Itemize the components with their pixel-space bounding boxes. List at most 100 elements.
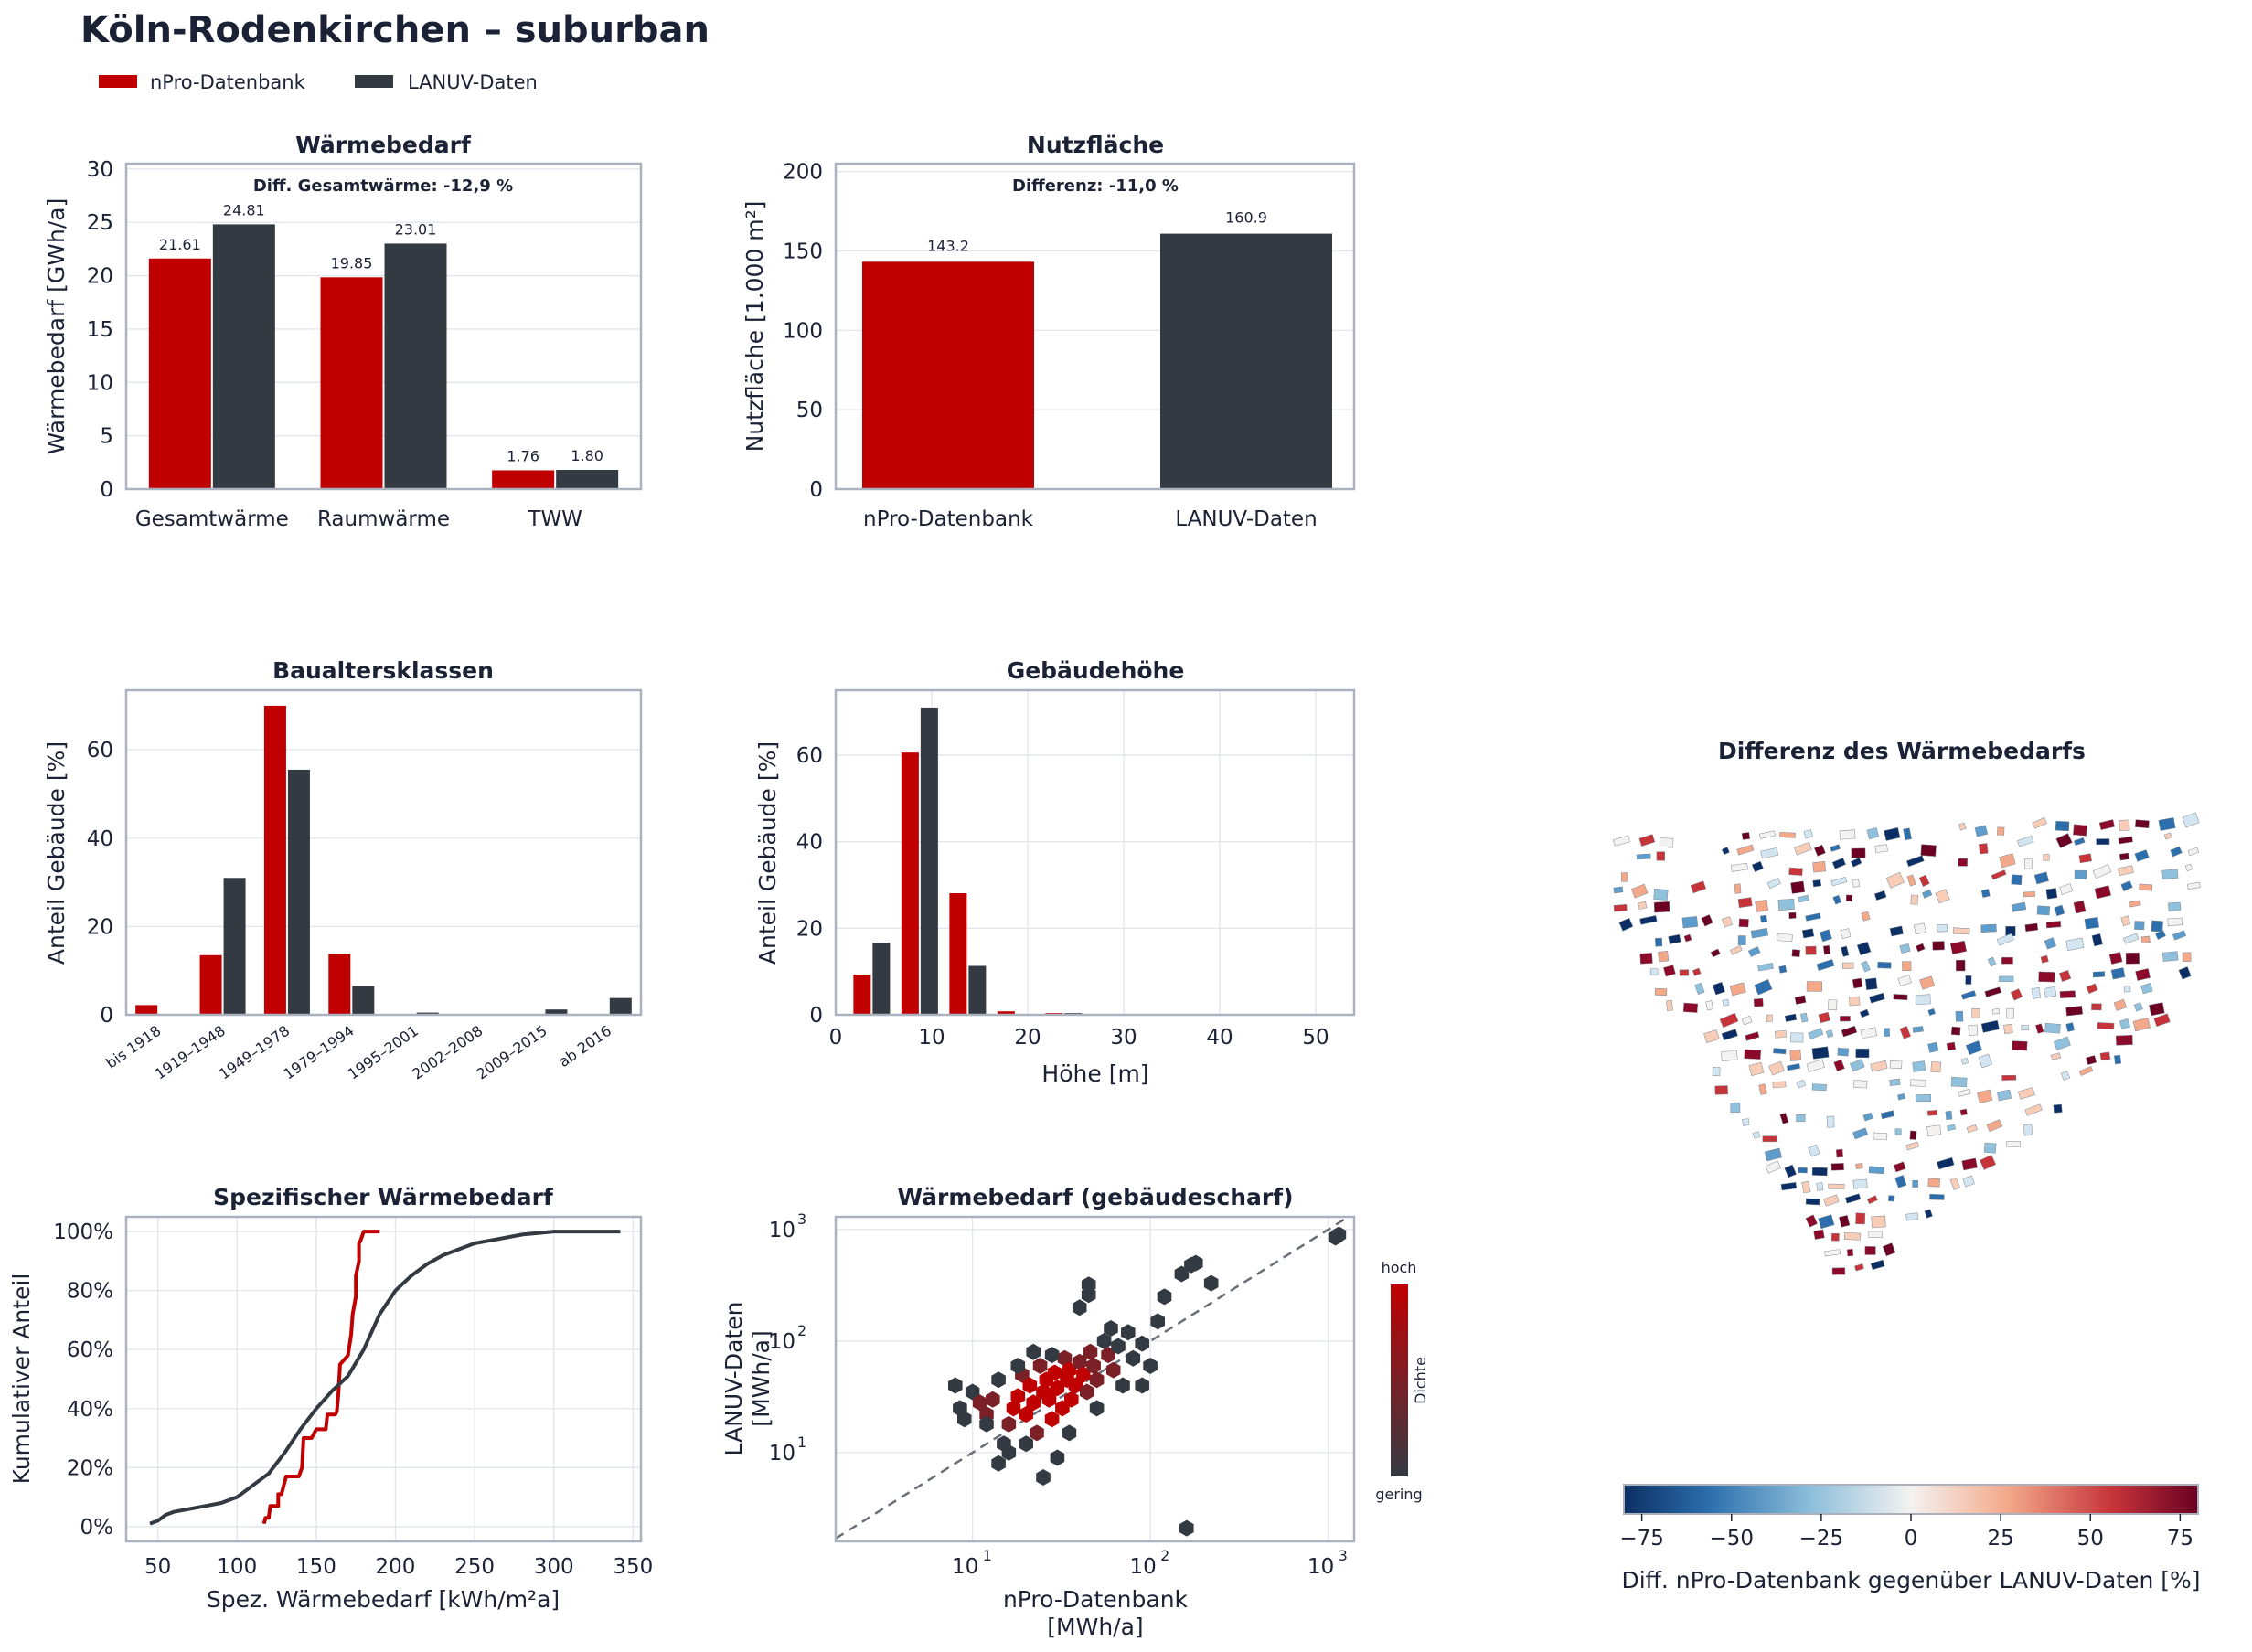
building [1918,874,1930,887]
panel-waermebedarf: Wärmebedarf Wärmebedarf [GWh/a] Diff. Ge… [43,132,643,531]
building [1852,879,1861,888]
x-tick-label: 10 [918,1026,945,1050]
frame-waermebedarf [124,162,643,491]
x-tick-label: TWW [527,507,582,531]
ylabel-nutzflaeche: Nutzfläche [1.000 m²] [742,201,768,453]
line-npro [261,1230,380,1525]
building [1824,1249,1841,1257]
building [1868,1231,1883,1238]
colorbar-tick-label: −75 [1619,1527,1664,1551]
data-label: 1.80 [571,447,603,464]
density-colorbar [1391,1284,1408,1476]
y-tick-label: 10 [87,371,113,395]
building [1639,915,1658,925]
building [2122,933,2140,944]
hexbin [1101,1347,1115,1364]
bar-npro [263,705,286,1015]
building [1999,975,2014,983]
building [1889,1078,1901,1087]
data-label: 24.81 [223,201,265,218]
hexbin [1006,1400,1021,1417]
building [1653,901,1670,913]
building [1682,1002,1699,1013]
y-tick-label: 0 [809,478,823,502]
building [2036,905,2051,916]
diff-colorbar-label: Diff. nPro-Datenbank gegenüber LANUV-Dat… [1621,1567,2200,1593]
diff-colorbar [1623,1484,2199,1515]
bar-lanuv [223,878,246,1015]
building [1924,1209,1933,1219]
panel-title-waermebedarf: Wärmebedarf [295,132,472,158]
x-tick-label: bis 1918 [102,1022,164,1072]
hexbin [1135,1335,1149,1352]
building [1949,1177,1960,1190]
building [1927,1041,1939,1053]
building [1862,1112,1873,1122]
building [1979,843,1989,855]
building [1831,1267,1846,1275]
building [1903,827,1912,841]
building [1905,1141,1919,1151]
y-tick-label: 80% [67,1280,113,1304]
building [1780,1182,1798,1191]
building [1818,1214,1835,1230]
bar-npro [135,1005,158,1015]
building [1947,1124,1957,1132]
hexbin [1022,1377,1038,1394]
building [1899,1026,1912,1039]
building [1828,1183,1845,1189]
building [1979,1155,1997,1170]
panel-spezifisch: Spezifischer Wärmebedarf Kumulativer Ant… [8,1184,653,1613]
building [1889,925,1904,937]
hexbin [1083,1343,1098,1360]
building [2168,901,2182,911]
building [2074,869,2087,879]
building [1666,1000,1673,1011]
hexbin [1086,1358,1101,1374]
colorbar-tick-label: −50 [1709,1527,1754,1551]
annotation-nutzflaeche: Differenz: -11,0 % [1012,176,1179,196]
data-label: 23.01 [395,220,437,238]
building [2065,1022,2076,1032]
building [2073,837,2086,847]
building [1916,943,1926,953]
building [1777,933,1793,943]
building [1754,978,1773,996]
bar-npro [853,974,871,1015]
building [1800,1012,1809,1023]
x-tick-label: Gesamtwärme [135,507,289,531]
y-tick-label: 10 [769,1330,795,1354]
building [1712,1067,1721,1077]
building [1894,1175,1907,1188]
building [2031,987,2042,999]
building [1966,1124,1978,1134]
building [2086,983,2098,995]
building [2178,966,2192,980]
building [1877,961,1892,969]
building [1837,1047,1850,1057]
building [1860,1027,1878,1039]
building [1833,1059,1845,1072]
building [1758,1083,1767,1095]
bar-npro [148,258,211,489]
panel-title-gebaeudescharf: Wärmebedarf (gebäudescharf) [897,1184,1293,1210]
panel-baualtersklassen: Baualtersklassen Anteil Gebäude [%] 0 20 4… [43,657,643,1083]
building [1855,1048,1870,1059]
hexbin [1331,1226,1347,1243]
building [1658,950,1670,963]
building [1654,987,1668,997]
building [1813,844,1826,857]
building [2011,874,2023,886]
building [2155,930,2166,940]
building [1764,1147,1782,1162]
building [1721,916,1733,928]
building [2016,835,2034,847]
building [2096,838,2110,846]
hexbin [1026,1394,1041,1412]
building [1801,1180,1811,1194]
building [2184,863,2193,872]
hexbin [1143,1358,1158,1374]
hexbin [1047,1364,1062,1381]
hexbin [1111,1338,1126,1355]
building [2017,1087,2035,1100]
